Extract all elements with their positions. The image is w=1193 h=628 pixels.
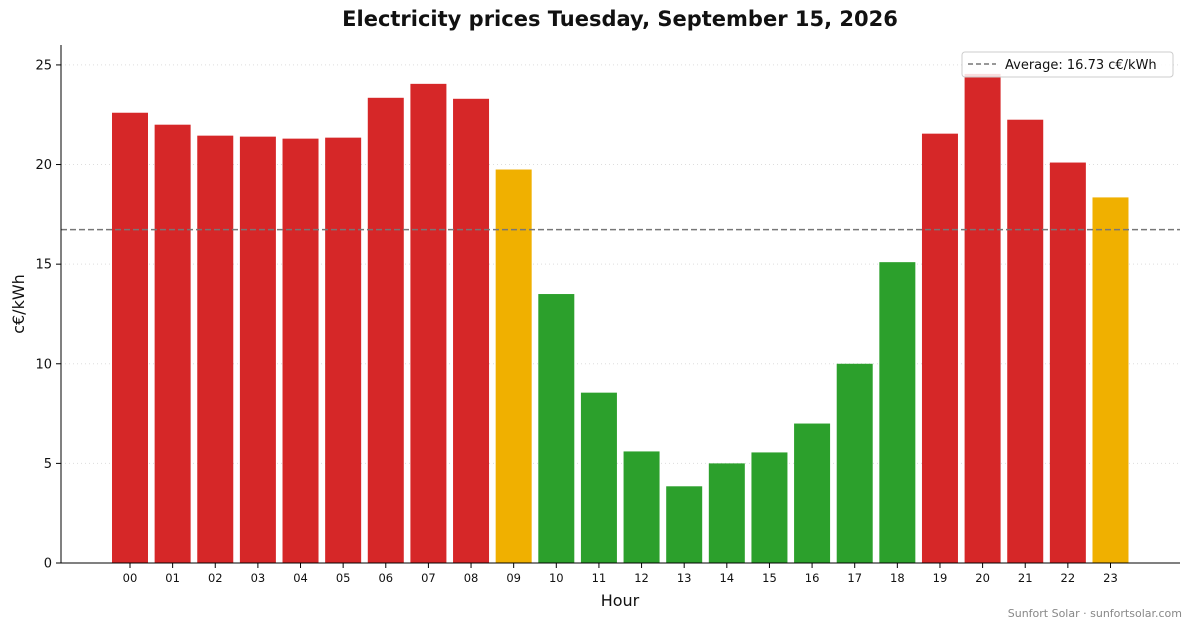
bars [112,73,1129,564]
bar-hour-22 [1049,162,1086,564]
bar-hour-12 [623,451,660,563]
x-tick-label: 19 [933,571,948,585]
x-tick-label: 08 [464,571,479,585]
bar-hour-00 [112,112,148,563]
x-tick-label: 12 [634,571,649,585]
bar-hour-15 [751,452,788,563]
legend: Average: 16.73 c€/kWh [961,51,1174,78]
bar-hour-16 [794,423,831,563]
x-tick-label: 21 [1018,571,1033,585]
x-tick-label: 03 [251,571,266,585]
x-axis-label: Hour [601,591,640,610]
bar-hour-10 [538,294,575,563]
bar-hour-17 [836,363,873,563]
bar-hour-02 [197,135,234,563]
x-tick-label: 18 [890,571,905,585]
bar-hour-18 [879,262,916,563]
bar-hour-07 [410,83,447,563]
x-tick-label: 11 [592,571,607,585]
y-tick-label: 15 [35,258,52,273]
x-tick-label: 09 [506,571,521,585]
bar-hour-09 [495,169,532,563]
x-tick-label: 07 [421,571,436,585]
bar-hour-13 [666,486,703,563]
bar-hour-11 [580,392,617,563]
x-tick-label: 04 [293,571,308,585]
legend-box [961,51,1174,78]
y-axis-label: c€/kWh [9,274,28,334]
bar-hour-05 [325,137,362,563]
x-tick-label: 16 [805,571,820,585]
chart-title: Electricity prices Tuesday, September 15… [342,7,898,31]
bar-hour-19 [921,133,958,563]
bar-hour-21 [1007,119,1044,563]
bar-hour-08 [453,98,490,564]
bar-hour-03 [239,136,276,563]
x-ticks: 00 01 02 03 04 05 06 07 08 09 10 11 12 13 14 15 16 17 18 19… [123,563,1118,585]
credit-text: Sunfort Solar · sunfortsolar.com [1008,607,1182,620]
y-tick-label: 10 [35,357,52,372]
x-tick-label: 05 [336,571,351,585]
bar-hour-14 [708,463,745,563]
x-tick-label: 13 [677,571,692,585]
x-tick-label: 02 [208,571,223,585]
x-tick-label: 00 [123,571,138,585]
x-tick-label: 22 [1061,571,1076,585]
x-tick-label: 17 [847,571,862,585]
x-tick-label: 20 [975,571,990,585]
y-tick-label: 0 [44,557,52,572]
bar-hour-23 [1092,197,1129,563]
y-tick-label: 25 [35,58,52,73]
x-tick-label: 15 [762,571,777,585]
x-tick-label: 01 [165,571,180,585]
bar-hour-04 [282,138,319,563]
y-ticks: 0 5 10 15 20 25 [35,58,61,572]
x-tick-label: 06 [378,571,393,585]
x-tick-label: 10 [549,571,564,585]
bar-hour-06 [367,97,404,564]
bar-hour-20 [964,73,1001,563]
legend-label: Average: 16.73 c€/kWh [1005,58,1157,73]
bar-hour-01 [154,124,191,563]
x-tick-label: 14 [719,571,734,585]
x-tick-label: 23 [1103,571,1118,585]
y-tick-label: 5 [44,457,52,472]
y-tick-label: 20 [35,158,52,173]
